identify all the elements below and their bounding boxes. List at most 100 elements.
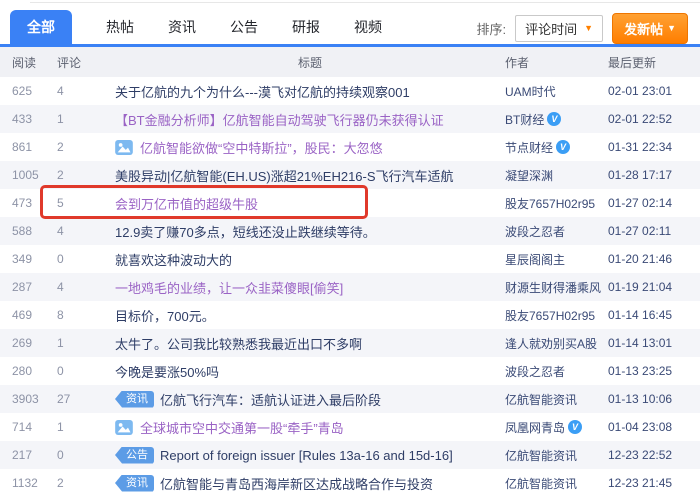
comment-count: 2 bbox=[57, 168, 64, 182]
last-updated: 01-31 22:34 bbox=[608, 140, 673, 154]
comment-count: 27 bbox=[57, 392, 71, 406]
read-count: 349 bbox=[12, 252, 33, 266]
author-link[interactable]: 波段之忍者 bbox=[505, 224, 566, 239]
post-row: 473 5 会到万亿市值的超级牛股 股友7657H02r95 01-27 02:… bbox=[0, 185, 700, 219]
tab-research-reports[interactable]: 研报 bbox=[292, 19, 320, 35]
post-row: 625 4 关于亿航的九个为什么---漠飞对亿航的持续观察001 UAM时代 0… bbox=[0, 77, 700, 105]
post-row: 349 0 就喜欢这种波动大的 星辰阁阁主 01-20 21:46 bbox=[0, 245, 700, 273]
author-link[interactable]: 股友7657H02r95 bbox=[505, 308, 596, 323]
author-link[interactable]: 亿航智能资讯 bbox=[505, 392, 578, 407]
title-cell: 会到万亿市值的超级牛股 bbox=[115, 194, 505, 213]
title-cell: 公告 Report of foreign issuer [Rules 13a-1… bbox=[115, 446, 505, 464]
post-title-link[interactable]: 会到万亿市值的超级牛股 bbox=[115, 196, 259, 212]
comment-count: 2 bbox=[57, 476, 64, 490]
read-count: 588 bbox=[12, 224, 33, 238]
post-title-link[interactable]: 今晚是要涨50%吗 bbox=[115, 364, 220, 380]
author-link[interactable]: 财源生财得潘乘风 bbox=[505, 280, 602, 295]
author-cell: 波段之忍者 bbox=[505, 223, 608, 240]
tab-hot-posts[interactable]: 热帖 bbox=[106, 19, 134, 35]
read-count: 287 bbox=[12, 280, 33, 294]
post-title-link[interactable]: 目标价，700元。 bbox=[115, 308, 215, 324]
post-title-link[interactable]: 美股异动|亿航智能(EH.US)涨超21%EH216-S飞行汽车适航 bbox=[115, 168, 454, 184]
read-count: 861 bbox=[12, 140, 33, 154]
sort-dropdown-value: 评论时间 bbox=[525, 22, 578, 37]
verified-icon: V bbox=[556, 140, 571, 154]
last-updated: 01-13 10:06 bbox=[608, 392, 673, 406]
author-cell: 逢人就劝别买A股 bbox=[505, 335, 608, 352]
title-cell: 今晚是要涨50%吗 bbox=[115, 362, 505, 381]
verified-icon: V bbox=[547, 112, 562, 126]
author-cell: 节点财经 V bbox=[505, 139, 608, 156]
post-row: 217 0 公告 Report of foreign issuer [Rules… bbox=[0, 441, 700, 469]
caret-down-icon: ▼ bbox=[667, 23, 676, 33]
author-link[interactable]: 股友7657H02r95 bbox=[505, 196, 596, 211]
author-link[interactable]: 节点财经 bbox=[505, 140, 554, 155]
title-cell: 目标价，700元。 bbox=[115, 306, 505, 325]
title-cell: 全球城市空中交通第一股“牵手”青岛 bbox=[115, 418, 505, 437]
read-count: 469 bbox=[12, 308, 33, 322]
author-cell: 凝望深渊 bbox=[505, 167, 608, 184]
sort-dropdown[interactable]: 评论时间 ▼ bbox=[515, 15, 604, 42]
post-title-link[interactable]: 亿航智能欲做“空中特斯拉”，股民：大忽悠 bbox=[140, 140, 383, 156]
post-title-link[interactable]: 太牛了。公司我比较熟悉我最近出口不多啊 bbox=[115, 336, 363, 352]
tab-news[interactable]: 资讯 bbox=[168, 19, 196, 35]
title-cell: 就喜欢这种波动大的 bbox=[115, 250, 505, 269]
post-title-link[interactable]: Report of foreign issuer [Rules 13a-16 a… bbox=[160, 447, 453, 463]
author-link[interactable]: 凝望深渊 bbox=[505, 168, 554, 183]
sort-label: 排序: bbox=[476, 22, 507, 37]
post-row: 3903 27 资讯 亿航飞行汽车：适航认证进入最后阶段 亿航智能资讯 01-1… bbox=[0, 385, 700, 413]
author-link[interactable]: 亿航智能资讯 bbox=[505, 476, 578, 491]
last-updated: 01-14 13:01 bbox=[608, 336, 673, 350]
comment-count: 1 bbox=[57, 112, 64, 126]
author-link[interactable]: 星辰阁阁主 bbox=[505, 252, 566, 267]
author-cell: BT财经 V bbox=[505, 111, 608, 128]
author-cell: 亿航智能资讯 bbox=[505, 447, 608, 464]
last-updated: 01-19 21:04 bbox=[608, 280, 673, 294]
author-link[interactable]: 凤凰网青岛 bbox=[505, 420, 566, 435]
author-cell: 亿航智能资讯 bbox=[505, 475, 608, 492]
author-link[interactable]: 逢人就劝别买A股 bbox=[505, 336, 598, 351]
comment-count: 4 bbox=[57, 224, 64, 238]
read-count: 473 bbox=[12, 196, 33, 210]
comment-count: 1 bbox=[57, 420, 64, 434]
last-updated: 01-13 23:25 bbox=[608, 364, 673, 378]
last-updated: 01-27 02:11 bbox=[608, 224, 672, 238]
last-updated: 12-23 22:52 bbox=[608, 448, 673, 462]
new-post-button-label: 发新帖 bbox=[624, 22, 664, 37]
post-title-link[interactable]: 就喜欢这种波动大的 bbox=[115, 252, 233, 268]
last-updated: 01-04 23:08 bbox=[608, 420, 673, 434]
author-link[interactable]: 波段之忍者 bbox=[505, 364, 566, 379]
author-cell: 股友7657H02r95 bbox=[505, 307, 608, 324]
read-count: 3903 bbox=[12, 392, 39, 406]
post-title-link[interactable]: 一地鸡毛的业绩，让一众韭菜傻眼[偷笑] bbox=[115, 280, 344, 296]
author-link[interactable]: UAM时代 bbox=[505, 84, 556, 99]
category-badge: 资讯 bbox=[115, 390, 154, 408]
last-updated: 01-20 21:46 bbox=[608, 252, 673, 266]
post-title-link[interactable]: 亿航智能与青岛西海岸新区达成战略合作与投资 bbox=[160, 476, 434, 492]
tab-all[interactable]: 全部 bbox=[10, 10, 72, 44]
new-post-button[interactable]: 发新帖 ▼ bbox=[612, 13, 688, 44]
post-title-link[interactable]: 亿航飞行汽车：适航认证进入最后阶段 bbox=[160, 392, 382, 408]
post-title-link[interactable]: 12.9卖了赚70多点，短线还没止跌继续等待。 bbox=[115, 224, 376, 240]
post-title-link[interactable]: 【BT金融分析师】亿航智能自动驾驶飞行器仍未获得认证 bbox=[115, 112, 444, 128]
header-title: 标题 bbox=[297, 55, 322, 70]
last-updated: 12-23 21:45 bbox=[608, 476, 673, 490]
post-title-link[interactable]: 全球城市空中交通第一股“牵手”青岛 bbox=[140, 420, 344, 436]
post-title-link[interactable]: 关于亿航的九个为什么---漠飞对亿航的持续观察001 bbox=[115, 84, 410, 100]
comment-count: 4 bbox=[57, 280, 64, 294]
picture-icon bbox=[115, 139, 133, 155]
author-link[interactable]: 亿航智能资讯 bbox=[505, 448, 578, 463]
table-header: 阅读 评论 标题 作者 最后更新 bbox=[0, 47, 700, 77]
title-cell: 【BT金融分析师】亿航智能自动驾驶飞行器仍未获得认证 bbox=[115, 110, 505, 129]
read-count: 433 bbox=[12, 112, 33, 126]
comment-count: 0 bbox=[57, 448, 64, 462]
tab-videos[interactable]: 视频 bbox=[354, 19, 382, 35]
read-count: 217 bbox=[12, 448, 33, 462]
tab-announcements[interactable]: 公告 bbox=[230, 19, 258, 35]
author-cell: 财源生财得潘乘风 bbox=[505, 279, 608, 296]
header-reads: 阅读 bbox=[12, 55, 37, 70]
author-link[interactable]: BT财经 bbox=[505, 112, 545, 127]
title-cell: 亿航智能欲做“空中特斯拉”，股民：大忽悠 bbox=[115, 138, 505, 157]
title-cell: 美股异动|亿航智能(EH.US)涨超21%EH216-S飞行汽车适航 bbox=[115, 166, 505, 185]
